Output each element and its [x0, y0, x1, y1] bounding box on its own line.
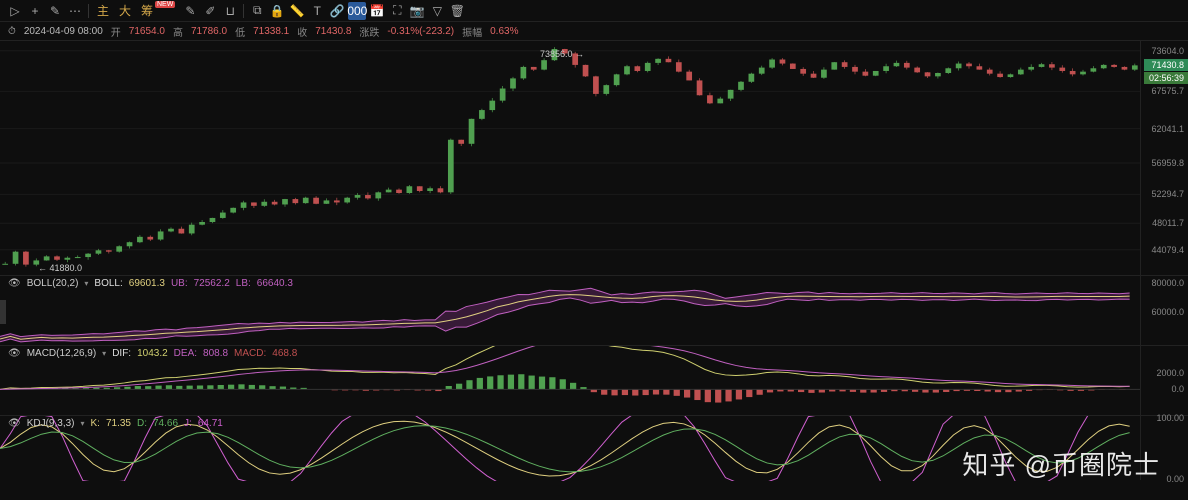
eye-icon[interactable]: 👁 — [8, 278, 21, 289]
toolbar: ▷ + ✎ ⋯ 主 大 筹 NEW ✎ ✐ ⊔ ⧉ 🔒 📏 T 🔗 000 📅 … — [0, 0, 1188, 22]
brush-tool[interactable]: ✐ — [201, 2, 219, 20]
macd-panel[interactable]: 👁 MACD(12,26,9) ▾ DIF: 1043.2 DEA: 808.8 M… — [0, 345, 1188, 415]
strat-btn[interactable]: 筹 — [137, 2, 157, 20]
macd-hist-val: 468.8 — [272, 348, 297, 359]
low-value: 71338.1 — [253, 26, 289, 37]
boll-header: 👁 BOLL(20,2) ▾ BOLL: 69601.3 UB: 72562.2 L… — [8, 278, 293, 289]
amp-value: 0.63% — [490, 26, 518, 37]
kdj-j-val: 64.71 — [198, 418, 223, 429]
low-label: 低 — [235, 24, 245, 39]
kdj-k-lbl: K: — [91, 418, 100, 429]
boll-lb-lbl: LB: — [236, 278, 251, 289]
price-panel[interactable]: 73856.0 → ← 41880.0 71430.8 02:56:39 736… — [0, 40, 1188, 275]
kdj-d-val: 74.66 — [153, 418, 178, 429]
pencil-tool[interactable]: ✎ — [46, 2, 64, 20]
boll-ub-val: 72562.2 — [194, 278, 230, 289]
edit-tool[interactable]: ✎ — [181, 2, 199, 20]
high-value: 71786.0 — [191, 26, 227, 37]
boll-lb-val: 66640.3 — [257, 278, 293, 289]
eye-icon[interactable]: 👁 — [8, 418, 21, 429]
lock-tool[interactable]: 🔒 — [268, 2, 286, 20]
copy-tool[interactable]: ⧉ — [248, 2, 266, 20]
macd-dea-val: 808.8 — [203, 348, 228, 359]
cursor-tool[interactable]: ▷ — [6, 2, 24, 20]
chg-label: 涨跌 — [359, 24, 379, 39]
more-tool[interactable]: ⋯ — [66, 2, 84, 20]
kdj-header: 👁 KDJ(9,3,3) ▾ K: 71.35 D: 74.66 J: 64.71 — [8, 418, 223, 429]
main-btn[interactable]: 主 — [93, 2, 113, 20]
boll-yaxis: 80000.060000.0 — [1140, 276, 1188, 345]
datetime-label: 2024-04-09 08:00 — [24, 26, 103, 37]
kdj-k-val: 71.35 — [106, 418, 131, 429]
countdown-tag: 02:56:39 — [1144, 72, 1188, 84]
close-value: 71430.8 — [315, 26, 351, 37]
boll-mid-lbl: BOLL: — [94, 278, 122, 289]
chg-value: -0.31%(-223.2) — [387, 26, 454, 37]
boll-ub-lbl: UB: — [171, 278, 188, 289]
high-label: 高 — [173, 24, 183, 39]
ohlc-info-bar: ⏱ 2024-04-09 08:00 开 71654.0 高 71786.0 低 71… — [0, 22, 1188, 40]
boll-name: BOLL(20,2) — [27, 278, 79, 289]
kdj-toggle[interactable]: ▾ — [81, 419, 85, 428]
ruler-tool[interactable]: 📏 — [288, 2, 306, 20]
expand-tool[interactable]: ⛶ — [388, 2, 406, 20]
filter-tool[interactable]: ▽ — [428, 2, 446, 20]
macd-dif-lbl: DIF: — [112, 348, 131, 359]
amp-label: 振幅 — [462, 24, 482, 39]
boll-mid-val: 69601.3 — [129, 278, 165, 289]
high-annotation: 73856.0 → — [540, 49, 584, 59]
interval-btn[interactable]: 000 — [348, 2, 366, 20]
macd-yaxis: 2000.00.0 — [1140, 346, 1188, 415]
low-annotation: ← 41880.0 — [38, 263, 82, 273]
macd-toggle[interactable]: ▾ — [102, 349, 106, 358]
price-yaxis: 71430.8 02:56:39 73604.067575.762041.156… — [1140, 41, 1188, 275]
new-badge: NEW — [155, 1, 175, 8]
macd-hist-lbl: MACD: — [234, 348, 266, 359]
link-tool[interactable]: 🔗 — [328, 2, 346, 20]
kdj-j-lbl: J: — [184, 418, 192, 429]
trash-tool[interactable]: 🗑 — [448, 2, 466, 20]
macd-dea-lbl: DEA: — [174, 348, 197, 359]
macd-name: MACD(12,26,9) — [27, 348, 96, 359]
open-value: 71654.0 — [129, 26, 165, 37]
crosshair-tool[interactable]: + — [26, 2, 44, 20]
close-label: 收 — [297, 24, 307, 39]
current-price-tag: 71430.8 — [1144, 59, 1188, 71]
boll-panel[interactable]: 👁 BOLL(20,2) ▾ BOLL: 69601.3 UB: 72562.2 L… — [0, 275, 1188, 345]
kdj-name: KDJ(9,3,3) — [27, 418, 75, 429]
open-label: 开 — [111, 24, 121, 39]
big-btn[interactable]: 大 — [115, 2, 135, 20]
macd-dif-val: 1043.2 — [137, 348, 168, 359]
kdj-d-lbl: D: — [137, 418, 147, 429]
magnet-tool[interactable]: ⊔ — [221, 2, 239, 20]
camera-tool[interactable]: 📷 — [408, 2, 426, 20]
macd-header: 👁 MACD(12,26,9) ▾ DIF: 1043.2 DEA: 808.8 M… — [8, 348, 297, 359]
chart-area: 73856.0 → ← 41880.0 71430.8 02:56:39 736… — [0, 40, 1188, 500]
text-tool[interactable]: T — [308, 2, 326, 20]
eye-icon[interactable]: 👁 — [8, 348, 21, 359]
candlestick-chart — [0, 41, 1140, 276]
watermark: 知乎 @币圈院士 — [962, 445, 1160, 482]
calendar-tool[interactable]: 📅 — [368, 2, 386, 20]
boll-toggle[interactable]: ▾ — [84, 279, 88, 288]
clock-icon: ⏱ — [8, 26, 16, 37]
